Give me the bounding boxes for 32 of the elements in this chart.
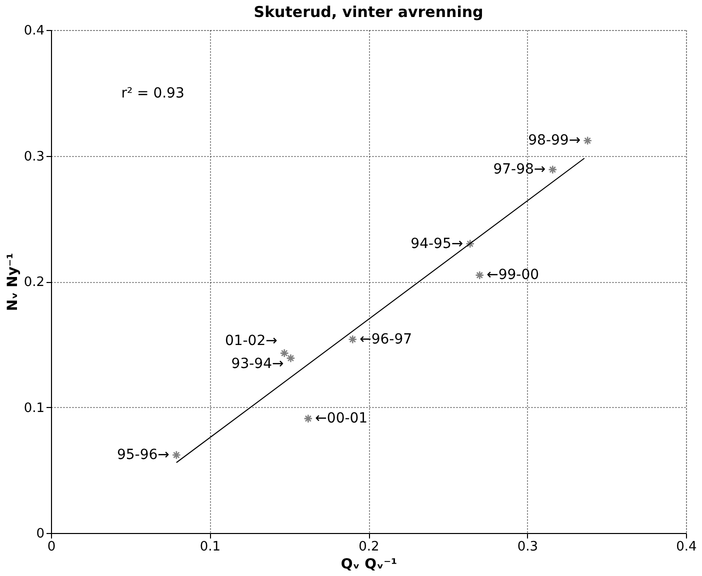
y-tick-label: 0: [36, 526, 44, 542]
x-tick-label: 0: [47, 540, 56, 554]
y-tick-label: 0.4: [24, 24, 44, 38]
point: [286, 354, 296, 363]
annotation: ←99-00: [486, 267, 540, 284]
y-tick-label: 0.3: [24, 149, 44, 164]
point: [583, 136, 592, 146]
annotation: 95-96→: [116, 447, 170, 464]
point: [466, 239, 475, 248]
point: [304, 414, 313, 424]
point: [172, 450, 181, 460]
chart-title: Skuterud, vinter avrenning: [254, 3, 484, 21]
point: [280, 348, 289, 358]
annotation: 97-98→: [493, 162, 546, 178]
y-tick-label: 0.1: [24, 400, 44, 416]
annotation: r² = 0.93: [121, 85, 184, 102]
x-tick-label: 0.1: [200, 540, 221, 554]
point: [348, 334, 358, 344]
annotation: ←00-01: [315, 410, 368, 427]
annotation: 93-94→: [231, 356, 284, 372]
x-tick-label: 0.2: [358, 540, 380, 554]
annotation: 94-95→: [410, 236, 464, 252]
x-axis-title: Qᵥ Qᵥ⁻¹: [340, 556, 398, 572]
point: [548, 165, 558, 174]
y-axis-title: Nᵥ Ny⁻¹: [4, 253, 21, 311]
point: [475, 270, 484, 280]
x-tick-label: 0.3: [517, 540, 538, 554]
x-tick-label: 0.4: [676, 540, 697, 554]
annotation: 01-02→: [224, 333, 278, 350]
annotation: 98-99→: [528, 132, 581, 149]
annotation: ←96-97: [360, 331, 412, 348]
y-tick-label: 0.2: [24, 275, 44, 290]
